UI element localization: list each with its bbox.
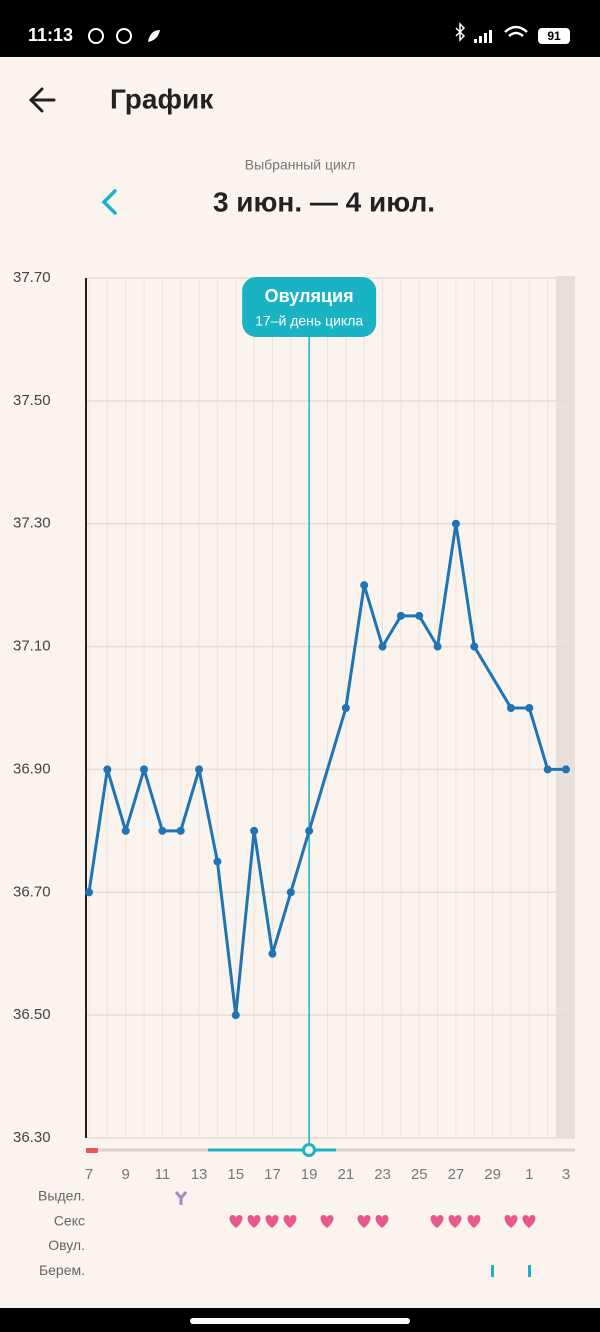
y-tick-label: 37.10 (13, 638, 51, 655)
cycle-range: 3 июн. — 4 июл. (213, 186, 435, 217)
battery-icon (538, 28, 570, 44)
temperature-point (121, 826, 130, 835)
temperature-point (305, 826, 314, 835)
ovulation-subtitle: 17–й день цикла (255, 313, 363, 329)
battery-level: 91 (547, 29, 561, 43)
x-tick-label: 25 (411, 1166, 428, 1183)
back-button[interactable] (28, 87, 56, 113)
temperature-point (268, 949, 277, 958)
cycle-label: Выбранный цикл (245, 157, 356, 173)
bluetooth-icon (455, 22, 466, 42)
temperature-point (396, 611, 405, 620)
y-tick-label: 36.70 (13, 883, 51, 900)
temperature-point (360, 581, 369, 590)
y-tick-label: 37.30 (13, 515, 51, 532)
period-marker (86, 1148, 98, 1153)
temperature-point (176, 826, 185, 835)
row-label: Берем. (39, 1262, 85, 1278)
temperature-point (286, 888, 295, 897)
row-label: Овул. (48, 1237, 85, 1253)
temperature-point (433, 642, 442, 651)
temperature-point (158, 826, 167, 835)
y-tick-label: 36.30 (13, 1129, 51, 1146)
temperature-point (140, 765, 149, 774)
sex-icons (229, 1215, 536, 1228)
ovulation-marker (302, 1143, 316, 1157)
time: 11:13 (28, 25, 73, 45)
temperature-point (506, 704, 515, 712)
row-label: Секс (54, 1212, 85, 1228)
y-tick-label: 37.50 (13, 392, 51, 409)
row-label: Выдел. (38, 1188, 85, 1204)
x-tick-label: 27 (448, 1166, 465, 1183)
temperature-point (562, 765, 570, 774)
pregnancy-test (528, 1265, 531, 1277)
x-tick-label: 7 (85, 1166, 93, 1183)
chart: 36.30 36.50 36.70 36.90 37.10 37.30 37.50 37.70… (13, 269, 575, 1278)
x-tick-label: 23 (374, 1166, 391, 1183)
status-icon (148, 30, 160, 42)
temperature-point (195, 765, 204, 774)
x-tick-label: 19 (301, 1166, 318, 1183)
x-tick-label: 21 (338, 1166, 355, 1183)
temperature-point (213, 857, 222, 866)
y-tick-label: 36.50 (13, 1006, 51, 1023)
temperature-point (415, 611, 424, 620)
wifi-icon (504, 25, 528, 37)
temperature-point (85, 888, 93, 897)
y-tick-label: 36.90 (13, 760, 51, 777)
temperature-point (378, 642, 387, 651)
temperature-point (250, 826, 259, 835)
temperature-point (525, 704, 534, 712)
ovulation-title: Овуляция (265, 286, 354, 306)
temperature-point (543, 765, 552, 774)
discharge-icon (174, 1191, 188, 1205)
page-title: График (110, 83, 214, 114)
prev-cycle-button[interactable] (101, 189, 117, 215)
pregnancy-test (491, 1265, 494, 1277)
status-bar (0, 0, 600, 57)
x-tick-label: 3 (562, 1166, 570, 1183)
x-tick-label: 1 (525, 1166, 533, 1183)
x-tick-label: 13 (191, 1166, 208, 1183)
alarm-icon (88, 28, 104, 44)
status-icon (116, 28, 132, 44)
x-tick-label: 17 (264, 1166, 281, 1183)
temperature-point (341, 704, 350, 712)
ovulation-badge (242, 277, 377, 337)
temperature-point (451, 519, 460, 528)
x-tick-label: 9 (122, 1166, 130, 1183)
temperature-point (470, 642, 479, 651)
x-tick-label: 29 (484, 1166, 501, 1183)
temperature-point (231, 1011, 240, 1020)
y-tick-label: 37.70 (13, 269, 51, 286)
home-indicator[interactable] (190, 1318, 410, 1324)
x-tick-label: 11 (155, 1166, 171, 1183)
signal-icon (474, 30, 492, 43)
temperature-point (103, 765, 112, 774)
x-tick-label: 15 (227, 1166, 244, 1183)
